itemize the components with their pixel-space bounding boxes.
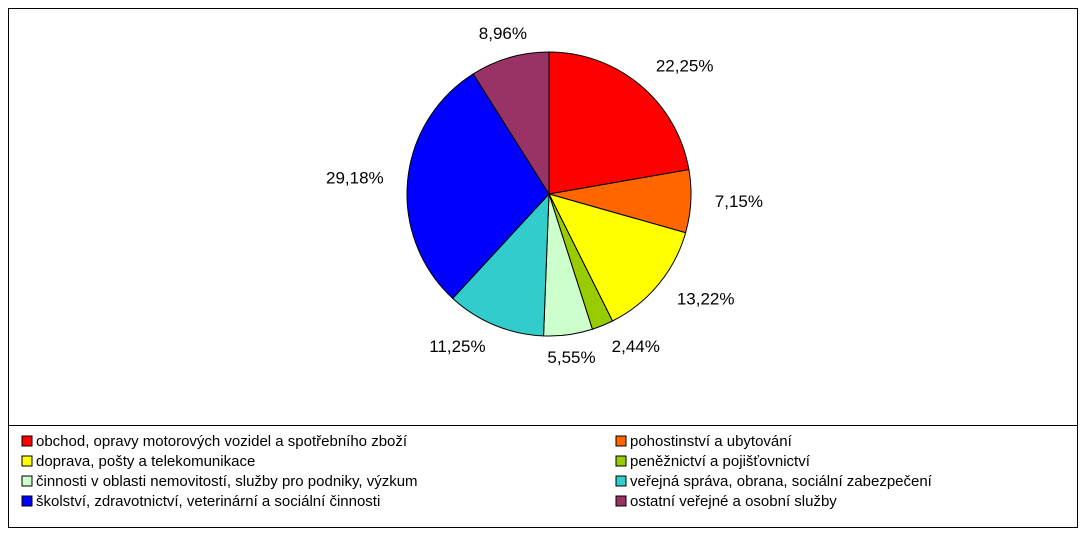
legend-label: školství, zdravotnictví, veterinární a s… (36, 493, 380, 510)
data-label: 8,96% (479, 24, 527, 43)
legend-swatch (21, 475, 33, 487)
legend-label: obchod, opravy motorových vozidel a spot… (36, 433, 408, 450)
data-label: 22,25% (656, 56, 714, 75)
data-label: 13,22% (677, 289, 735, 308)
legend-label: pohostinství a ubytování (630, 433, 793, 450)
legend: obchod, opravy motorových vozidel a spot… (21, 433, 933, 510)
data-label: 2,44% (612, 337, 660, 356)
legend-swatch (21, 455, 33, 467)
legend-label: ostatní veřejné a osobní služby (630, 493, 837, 510)
legend-label: peněžnictví a pojišťovnictví (630, 453, 811, 470)
legend-swatch (615, 455, 627, 467)
legend-swatch (21, 495, 33, 507)
data-label: 5,55% (547, 348, 595, 367)
pie: 22,25% 7,15% 13,22% 2,44% 5,55% 11,25% 29,18% 8… (326, 24, 763, 367)
pie-slice (472, 51, 550, 196)
pie-slice (548, 193, 687, 322)
legend-label: doprava, pošty a telekomunikace (36, 453, 255, 470)
data-label: 11,25% (429, 337, 485, 356)
legend-swatch (21, 435, 33, 447)
pie-slice (452, 192, 550, 337)
data-label: 29,18% (326, 168, 384, 187)
legend-swatch (615, 475, 627, 487)
legend-label: veřejná správa, obrana, sociální zabezpe… (630, 473, 933, 490)
pie-slice (406, 73, 550, 300)
legend-swatch (615, 495, 627, 507)
data-label: 7,15% (715, 192, 763, 211)
pie-slice (548, 51, 690, 195)
legend-label: činnosti v oblasti nemovitostí, služby p… (36, 473, 418, 490)
legend-swatch (615, 435, 627, 447)
